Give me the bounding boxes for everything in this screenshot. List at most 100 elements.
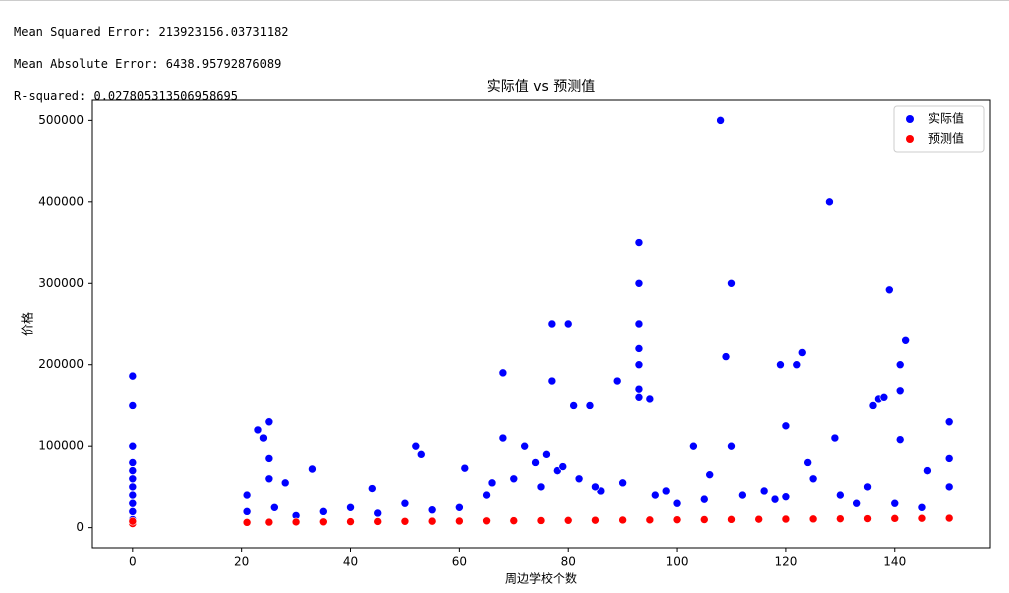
data-point [885,285,894,295]
data-point [128,466,138,475]
data-point [781,421,791,431]
legend-label: 预测值 [928,131,964,146]
x-tick-label: 140 [883,555,906,569]
data-point [797,348,807,357]
legend-label: 实际值 [928,111,964,126]
output-line: Mean Squared Error: 213923156.03731182 [14,25,289,39]
data-point [890,498,900,508]
data-point [917,502,927,512]
data-point [346,502,355,512]
x-tick-label: 0 [129,555,137,569]
x-axis-label: 周边学校个数 [505,571,577,586]
data-point [634,384,644,394]
data-point [264,454,274,463]
data-point [264,517,274,527]
data-point [128,441,138,451]
data-point [776,360,785,370]
data-point [699,494,709,504]
data-point [547,376,557,386]
data-point [689,441,698,451]
data-point [727,515,736,524]
data-point [917,513,927,523]
data-point [536,516,546,525]
data-point [482,490,491,500]
data-point [291,517,301,527]
legend-marker [906,115,914,123]
data-point [487,478,497,488]
data-point [536,482,546,492]
data-point [792,360,802,370]
data-point [498,368,508,378]
y-tick-label: 200000 [38,357,84,371]
y-tick-label: 100000 [38,439,84,453]
legend-marker [906,135,914,143]
data-point [944,454,954,463]
data-point [319,507,328,516]
y-axis-label: 价格 [20,312,35,336]
data-point [808,474,818,484]
data-point [427,516,437,526]
data-point [895,386,905,396]
data-point [128,516,138,526]
data-point [699,515,709,524]
data-point [944,482,954,492]
x-tick-label: 100 [666,555,689,569]
data-point [634,319,644,329]
data-point [242,518,252,527]
data-point [509,474,519,484]
data-point [727,278,736,288]
data-point [253,425,263,435]
data-point [781,492,791,501]
chart-title: 实际值 vs 预测值 [487,79,595,95]
data-point [585,401,595,410]
data-point [672,515,682,524]
data-point [612,376,622,386]
data-point [895,435,905,444]
data-point [367,484,377,493]
data-point [455,516,464,526]
data-point [128,498,138,508]
data-point [645,394,655,404]
data-point [825,197,834,207]
data-point [498,433,508,443]
data-point [373,508,383,518]
data-point [531,458,540,467]
data-point [542,450,551,459]
data-point [901,335,910,345]
data-point [645,515,655,525]
x-tick-label: 60 [452,555,467,569]
data-point [563,516,573,525]
x-tick-label: 120 [774,555,797,569]
data-point [569,401,578,410]
data-point [634,344,644,353]
data-point [863,482,872,492]
data-point [634,278,644,288]
data-point [242,507,252,516]
data-point [836,490,845,500]
data-point [944,417,954,427]
data-point [591,482,600,492]
y-tick-label: 500000 [38,113,84,127]
y-tick-label: 300000 [38,276,84,290]
data-point [727,441,736,451]
data-point [128,458,138,467]
data-point [400,516,410,526]
data-point [759,486,769,496]
data-point [591,515,600,525]
data-point [808,514,818,524]
data-point [128,507,138,516]
divider [0,0,1009,1]
data-point [460,463,470,473]
data-point [923,466,932,475]
x-tick-label: 20 [234,555,249,569]
data-point [373,517,383,526]
data-point [128,490,138,500]
data-point [770,494,780,504]
data-point [574,474,584,484]
data-point [455,502,464,512]
data-point [264,474,274,484]
data-point [280,478,290,488]
data-point [754,514,763,524]
data-point [618,478,627,488]
